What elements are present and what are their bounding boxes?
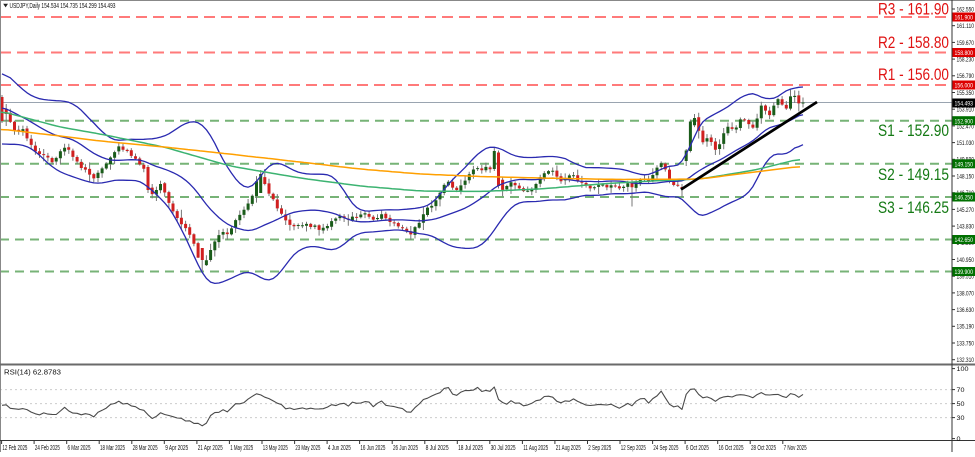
svg-text:133.750: 133.750 (957, 340, 975, 347)
svg-text:161.110: 161.110 (957, 23, 975, 30)
svg-text:18 Jul 2025: 18 Jul 2025 (458, 445, 483, 452)
svg-text:7 Nov 2025: 7 Nov 2025 (784, 445, 807, 452)
svg-text:30: 30 (957, 415, 965, 422)
svg-text:132.310: 132.310 (957, 357, 975, 364)
svg-text:152.900: 152.900 (955, 118, 974, 125)
svg-text:30 Jul 2025: 30 Jul 2025 (491, 445, 516, 452)
svg-text:28 Mar 2025: 28 Mar 2025 (133, 445, 158, 452)
svg-text:4 Jun 2025: 4 Jun 2025 (328, 445, 351, 452)
svg-text:8 Jul 2025: 8 Jul 2025 (426, 445, 449, 452)
svg-text:1 May 2025: 1 May 2025 (230, 445, 253, 452)
svg-text:24 Sep 2025: 24 Sep 2025 (653, 445, 678, 452)
svg-text:12 Feb 2025: 12 Feb 2025 (2, 445, 27, 452)
svg-text:RSI(14) 62.8783: RSI(14) 62.8783 (4, 368, 61, 377)
svg-text:24 Feb 2025: 24 Feb 2025 (35, 445, 60, 452)
svg-text:R2 - 158.80: R2 - 158.80 (878, 34, 949, 52)
svg-text:145.270: 145.270 (957, 207, 975, 214)
svg-text:12 Sep 2025: 12 Sep 2025 (621, 445, 646, 452)
svg-text:13 May 2025: 13 May 2025 (263, 445, 288, 452)
svg-text:139.900: 139.900 (955, 269, 974, 276)
svg-text:148.150: 148.150 (957, 173, 975, 180)
svg-text:154.493: 154.493 (955, 101, 974, 108)
svg-text:28 Oct 2025: 28 Oct 2025 (751, 445, 776, 452)
svg-text:S1 - 152.90: S1 - 152.90 (878, 122, 949, 140)
svg-text:100: 100 (957, 366, 969, 373)
svg-text:138.070: 138.070 (957, 290, 975, 297)
svg-text:S3 - 146.25: S3 - 146.25 (878, 199, 949, 217)
svg-text:153.910: 153.910 (957, 107, 975, 114)
svg-text:USDJPY,Daily 154.534 154.735: USDJPY,Daily 154.534 154.735 154.299 154… (10, 3, 116, 10)
svg-text:2 Sep 2025: 2 Sep 2025 (588, 445, 611, 452)
svg-text:149.150: 149.150 (955, 161, 974, 168)
svg-text:156.000: 156.000 (955, 83, 974, 90)
svg-text:156.790: 156.790 (957, 73, 975, 80)
svg-text:R1 - 156.00: R1 - 156.00 (878, 66, 949, 84)
svg-text:136.630: 136.630 (957, 307, 975, 314)
svg-text:16 Oct 2025: 16 Oct 2025 (719, 445, 744, 452)
svg-text:R3 - 161.90: R3 - 161.90 (878, 1, 949, 19)
svg-text:16 Jun 2025: 16 Jun 2025 (360, 445, 385, 452)
svg-text:158.800: 158.800 (955, 50, 974, 57)
svg-text:21 Apr 2025: 21 Apr 2025 (198, 445, 223, 452)
svg-text:140.950: 140.950 (957, 257, 975, 264)
svg-text:162.550: 162.550 (957, 6, 975, 13)
svg-text:161.900: 161.900 (955, 15, 974, 22)
svg-text:S2 - 149.15: S2 - 149.15 (878, 166, 949, 184)
svg-text:151.030: 151.030 (957, 140, 975, 147)
svg-text:143.830: 143.830 (957, 224, 975, 231)
svg-text:23 May 2025: 23 May 2025 (295, 445, 320, 452)
svg-text:0: 0 (957, 436, 961, 443)
svg-text:146.250: 146.250 (955, 195, 974, 202)
svg-text:155.350: 155.350 (957, 90, 975, 97)
svg-text:70: 70 (957, 387, 965, 394)
svg-text:159.670: 159.670 (957, 40, 975, 47)
svg-text:11 Aug 2025: 11 Aug 2025 (523, 445, 548, 452)
svg-text:26 Jun 2025: 26 Jun 2025 (393, 445, 418, 452)
svg-text:158.230: 158.230 (957, 57, 975, 64)
svg-text:6 Mar 2025: 6 Mar 2025 (68, 445, 91, 452)
svg-text:142.650: 142.650 (955, 237, 974, 244)
svg-text:9 Apr 2025: 9 Apr 2025 (165, 445, 188, 452)
svg-text:6 Oct 2025: 6 Oct 2025 (686, 445, 709, 452)
svg-text:21 Aug 2025: 21 Aug 2025 (556, 445, 581, 452)
svg-text:18 Mar 2025: 18 Mar 2025 (100, 445, 125, 452)
svg-text:50: 50 (957, 401, 965, 408)
svg-text:135.190: 135.190 (957, 324, 975, 331)
